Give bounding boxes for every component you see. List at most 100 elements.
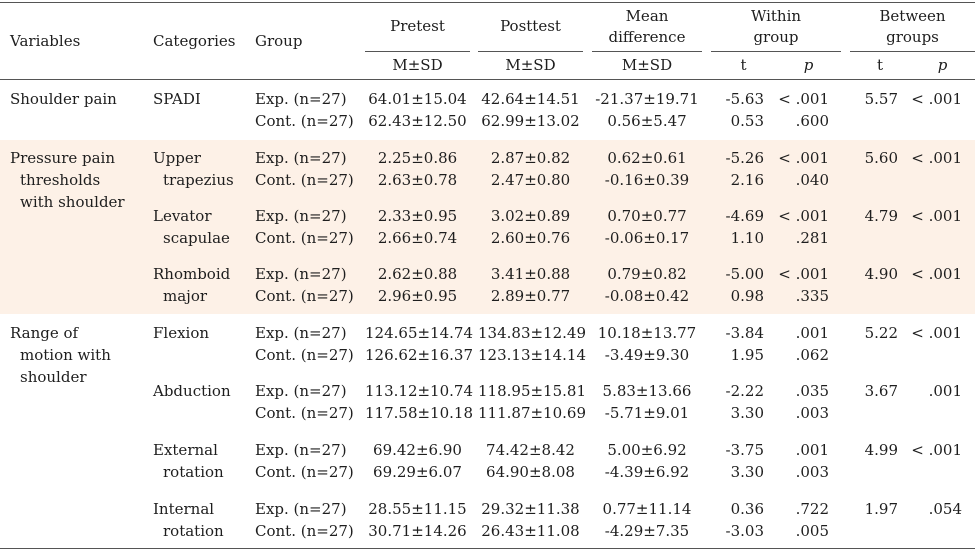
mean-diff-rule [592, 51, 702, 52]
cell-group: Cont. (n=27) [255, 522, 354, 540]
cell-within-t: 3.30 [730, 463, 764, 481]
cell-mean-diff: -0.06±0.17 [604, 229, 690, 247]
cell-pretest: 2.96±0.95 [377, 287, 458, 305]
cell-pretest: 117.58±10.18 [365, 404, 473, 422]
cell-group: Cont. (n=27) [255, 463, 354, 481]
cell-category: Upper [153, 149, 201, 167]
cell-mean-diff: -5.71±9.01 [604, 404, 690, 422]
header-posttest-msd: M±SD [505, 56, 556, 74]
header-within-t: t [740, 56, 747, 74]
cell-within-p: .335 [795, 287, 829, 305]
cell-posttest: 3.41±0.88 [490, 265, 571, 283]
cell-group: Exp. (n=27) [255, 265, 347, 283]
header-posttest: Posttest [500, 17, 561, 35]
cell-posttest: 123.13±14.14 [478, 346, 586, 364]
cell-between-t: 4.79 [864, 207, 898, 225]
cell-within-p: .062 [795, 346, 829, 364]
cell-between-t: 5.22 [864, 324, 898, 342]
cell-mean-diff: 0.70±0.77 [607, 207, 687, 225]
cell-category: SPADI [153, 90, 201, 108]
cell-variable: Shoulder pain [10, 90, 117, 108]
header-between-p: p [937, 56, 948, 74]
cell-between-p: < .001 [911, 207, 962, 225]
cell-between-t: 4.99 [864, 441, 898, 459]
cell-group: Exp. (n=27) [255, 382, 347, 400]
header-mean-diff-msd: M±SD [621, 56, 673, 74]
cell-within-p: .003 [795, 463, 829, 481]
cell-within-t: -5.63 [725, 90, 764, 108]
cell-posttest: 2.47±0.80 [490, 171, 571, 189]
within-rule [711, 51, 841, 52]
cell-posttest: 2.89±0.77 [490, 287, 571, 305]
cell-category: Abduction [153, 382, 231, 400]
cell-within-t: 3.30 [730, 404, 764, 422]
header-between-t: t [876, 56, 884, 74]
cell-within-t: 1.95 [730, 346, 764, 364]
cell-category: major [163, 287, 208, 305]
cell-within-t: -5.26 [725, 149, 764, 167]
cell-posttest: 42.64±14.51 [481, 90, 580, 108]
cell-mean-diff: -0.16±0.39 [604, 171, 690, 189]
cell-posttest: 26.43±11.08 [481, 522, 580, 540]
cell-group: Exp. (n=27) [255, 207, 347, 225]
cell-mean-diff: 10.18±13.77 [597, 324, 697, 342]
cell-posttest: 2.87±0.82 [490, 149, 571, 167]
cell-mean-diff: 5.83±13.66 [602, 382, 692, 400]
cell-mean-diff: 5.00±6.92 [607, 441, 687, 459]
cell-variable: Pressure pain [10, 149, 116, 167]
cell-group: Cont. (n=27) [255, 171, 354, 189]
cell-group: Cont. (n=27) [255, 229, 354, 247]
cell-posttest: 29.32±11.38 [481, 500, 580, 518]
cell-pretest: 2.63±0.78 [377, 171, 458, 189]
cell-variable: thresholds [20, 171, 101, 189]
cell-posttest: 64.90±8.08 [486, 463, 575, 481]
between-rule [850, 51, 975, 52]
cell-within-p: .600 [795, 112, 829, 130]
cell-posttest: 134.83±12.49 [478, 324, 586, 342]
cell-mean-diff: 0.77±11.14 [602, 500, 692, 518]
cell-category: rotation [163, 463, 224, 481]
cell-category: Internal [153, 500, 215, 518]
header-categories: Categories [153, 32, 236, 50]
cell-pretest: 2.25±0.86 [377, 149, 458, 167]
posttest-rule [478, 51, 583, 52]
header-pretest: Pretest [390, 17, 445, 35]
header-within-line2: group [753, 28, 799, 46]
cell-mean-diff: -4.29±7.35 [604, 522, 690, 540]
cell-within-p: < .001 [778, 207, 829, 225]
header-mean-diff-line2: difference [608, 28, 686, 46]
header-between-line2: groups [886, 28, 939, 46]
cell-pretest: 69.29±6.07 [373, 463, 462, 481]
cell-between-p: < .001 [911, 265, 962, 283]
cell-group: Cont. (n=27) [255, 346, 354, 364]
cell-within-p: .001 [795, 324, 829, 342]
cell-posttest: 3.02±0.89 [490, 207, 571, 225]
cell-pretest: 64.01±15.04 [368, 90, 467, 108]
cell-between-t: 5.60 [864, 149, 898, 167]
cell-category: trapezius [163, 171, 234, 189]
cell-between-p: < .001 [911, 90, 962, 108]
cell-pretest: 2.33±0.95 [377, 207, 458, 225]
cell-within-p: .722 [795, 500, 829, 518]
cell-between-t: 3.67 [864, 382, 898, 400]
cell-between-t: 5.57 [864, 90, 898, 108]
cell-between-p: < .001 [911, 149, 962, 167]
cell-within-t: 0.36 [730, 500, 764, 518]
cell-posttest: 118.95±15.81 [478, 382, 586, 400]
cell-within-p: .035 [795, 382, 829, 400]
cell-mean-diff: 0.62±0.61 [607, 149, 687, 167]
cell-category: rotation [163, 522, 224, 540]
shaded-section [0, 140, 975, 314]
cell-within-t: -2.22 [725, 382, 764, 400]
header-group: Group [255, 32, 303, 50]
cell-variable: Range of [10, 324, 79, 342]
cell-within-t: 2.16 [730, 171, 764, 189]
cell-within-p: < .001 [778, 90, 829, 108]
cell-between-p: < .001 [911, 441, 962, 459]
cell-category: External [153, 441, 218, 459]
cell-pretest: 30.71±14.26 [368, 522, 467, 540]
cell-pretest: 2.62±0.88 [377, 265, 458, 283]
cell-within-t: 1.10 [730, 229, 764, 247]
cell-mean-diff: -4.39±6.92 [604, 463, 690, 481]
